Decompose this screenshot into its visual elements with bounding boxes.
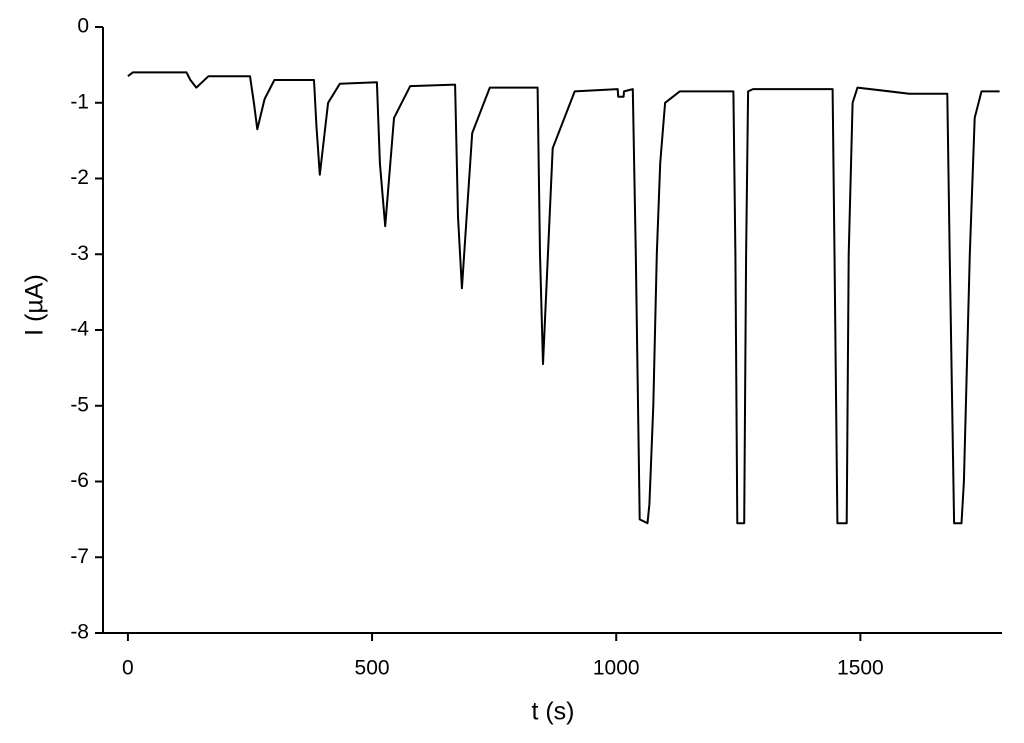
y-tick-label: -3 [70, 242, 89, 265]
y-tick-label: -1 [70, 90, 89, 113]
data-line [127, 71, 1000, 525]
x-tick-label: 1500 [837, 657, 884, 680]
y-tick-label: -5 [70, 393, 89, 416]
y-tick-label: -4 [70, 318, 89, 341]
y-tick-label: 0 [77, 15, 89, 38]
x-tick-label: 0 [122, 657, 134, 680]
x-tick-label: 500 [355, 657, 390, 680]
y-axis-title: I (µA) [21, 274, 49, 336]
y-tick-label: -6 [70, 469, 89, 492]
x-tick-label: 1000 [593, 657, 640, 680]
y-tick-label: -2 [70, 166, 89, 189]
y-tick-label: -7 [70, 545, 89, 568]
y-tick-label: -8 [70, 621, 89, 644]
x-axis-title: t (s) [531, 698, 574, 726]
